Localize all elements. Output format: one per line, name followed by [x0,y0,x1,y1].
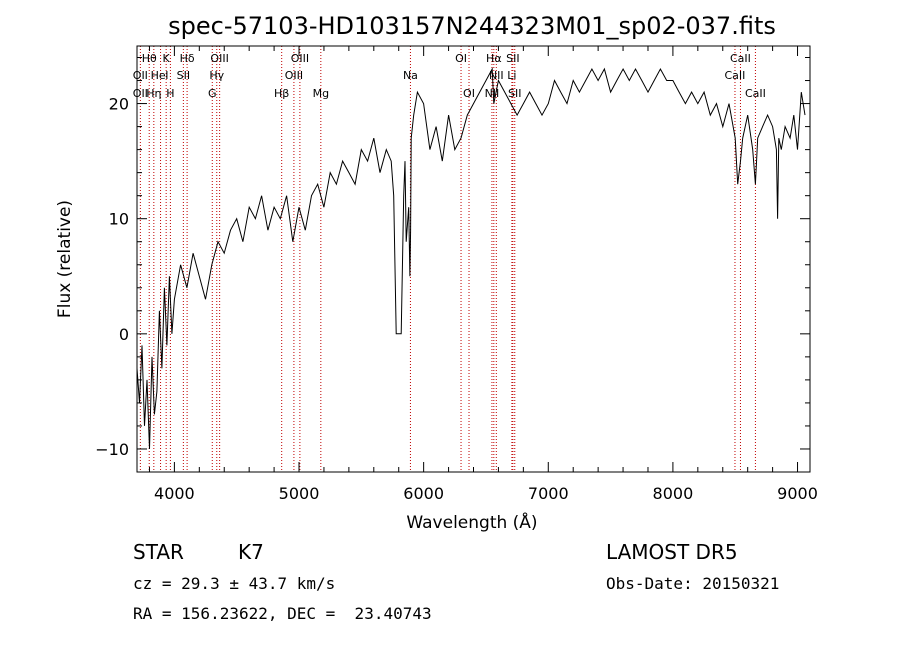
chart-title: spec-57103-HD103157N244323M01_sp02-037.f… [168,12,776,40]
line-label: SII [506,52,519,65]
line-label: CaII [745,87,766,100]
survey-name: LAMOST DR5 [606,540,738,564]
line-label: Hα [486,52,502,65]
line-label: CaII [730,52,751,65]
line-label: OIII [210,52,228,65]
y-tick-label: −10 [95,440,129,459]
x-axis: 4000 5000 6000 7000 8000 9000 [148,46,818,503]
line-label: Li [507,69,516,82]
object-class: STAR [133,540,184,564]
line-label: H [166,87,174,100]
y-axis: −10 0 10 20 [95,57,810,473]
y-axis-label: Flux (relative) [55,200,75,318]
line-label: I [165,69,168,82]
y-tick-label: 20 [109,95,129,114]
line-label: Mg [313,87,329,100]
line-label: Na [403,69,418,82]
line-label: OIII [285,69,303,82]
line-label: OI [463,87,475,100]
x-tick-label: 5000 [279,484,320,503]
obs-date: Obs-Date: 20150321 [606,574,780,593]
line-label: Hβ [274,87,289,100]
line-label: SII [508,87,521,100]
line-label: SII [177,69,190,82]
line-label: Hη [146,87,161,100]
line-label: Hγ [209,69,224,82]
coordinates: RA = 156.23622, DEC = 23.40743 [133,604,432,623]
line-label: OIII [291,52,309,65]
x-tick-label: 4000 [154,484,195,503]
y-tick-label: 0 [119,325,129,344]
object-subclass: K7 [238,540,264,564]
line-label: OI [455,52,467,65]
line-label: Hδ [180,52,195,65]
line-label: Hθ [142,52,157,65]
redshift-readout: cz = 29.3 ± 43.7 km/s [133,574,336,593]
x-tick-label: 8000 [653,484,694,503]
x-tick-label: 6000 [403,484,444,503]
line-label: He [151,69,166,82]
line-label: G [208,87,217,100]
spectral-line-markers [139,46,756,472]
x-axis-label: Wavelength (Å) [406,511,537,533]
x-tick-label: 7000 [528,484,569,503]
line-label: K [163,52,171,65]
x-tick-label: 9000 [777,484,818,503]
spectrum-series-line [136,67,806,450]
line-label: CaII [725,69,746,82]
y-tick-label: 10 [109,210,129,229]
